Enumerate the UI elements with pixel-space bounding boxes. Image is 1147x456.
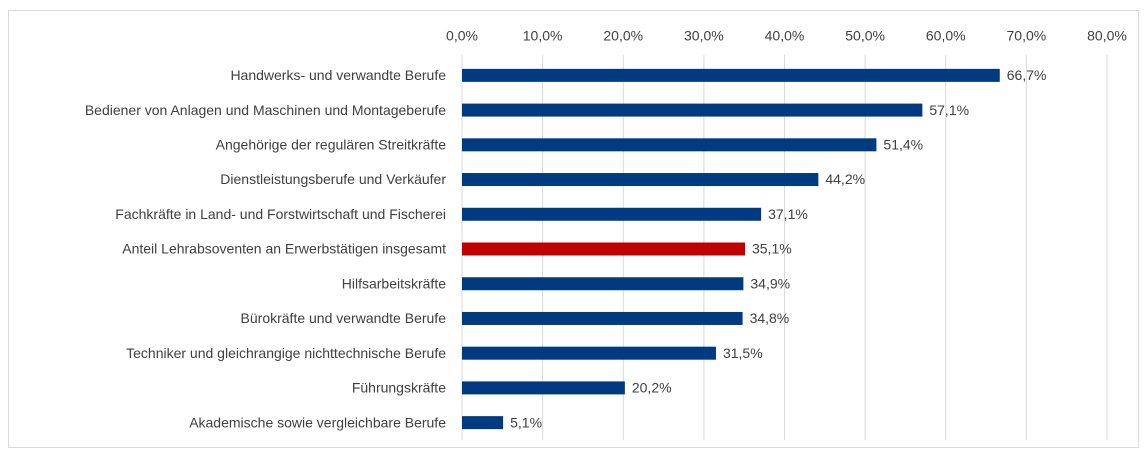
data-label: 44,2% (825, 171, 865, 187)
y-tick-label: Akademische sowie vergleichbare Berufe (189, 414, 446, 430)
y-tick-label: Dienstleistungsberufe und Verkäufer (220, 171, 446, 187)
data-label: 34,8% (750, 310, 790, 326)
y-tick-label: Fachkräfte in Land- und Forstwirtschaft … (115, 206, 446, 222)
bar (462, 173, 819, 187)
x-tick-label: 40,0% (765, 28, 805, 44)
y-tick-label: Angehörige der regulären Streitkräfte (216, 137, 447, 153)
data-label: 31,5% (723, 345, 763, 361)
bar (462, 242, 745, 256)
bar (462, 346, 716, 360)
x-tick-label: 20,0% (603, 28, 643, 44)
data-label: 57,1% (929, 102, 969, 118)
y-tick-label: Handwerks- und verwandte Berufe (230, 67, 446, 83)
bar (462, 138, 877, 152)
data-label: 20,2% (632, 380, 672, 396)
data-label: 66,7% (1007, 67, 1047, 83)
data-label: 37,1% (768, 206, 808, 222)
y-tick-label: Techniker und gleichrangige nichttechnis… (126, 345, 446, 361)
x-tick-label: 10,0% (523, 28, 563, 44)
data-label: 5,1% (510, 414, 542, 430)
y-tick-label: Bürokräfte und verwandte Berufe (241, 310, 447, 326)
bar (462, 381, 625, 395)
y-tick-label: Bediener von Anlagen und Maschinen und M… (85, 102, 446, 118)
bar (462, 207, 762, 221)
bar (462, 416, 504, 430)
bar (462, 103, 923, 117)
bar (462, 277, 744, 291)
x-tick-label: 70,0% (1007, 28, 1047, 44)
x-tick-label: 80,0% (1087, 28, 1127, 44)
x-tick-label: 30,0% (684, 28, 724, 44)
y-tick-label: Anteil Lehrabsoventen an Erwerbstätigen … (122, 241, 446, 257)
chart-border (8, 10, 1139, 448)
x-tick-label: 0,0% (446, 28, 478, 44)
bar (462, 311, 743, 325)
data-label: 34,9% (750, 275, 790, 291)
y-tick-label: Hilfsarbeitskräfte (342, 275, 446, 291)
data-label: 51,4% (883, 137, 923, 153)
x-tick-label: 50,0% (845, 28, 885, 44)
y-tick-label: Führungskräfte (352, 380, 446, 396)
bar (462, 68, 1000, 82)
data-label: 35,1% (752, 241, 792, 257)
x-tick-label: 60,0% (926, 28, 966, 44)
